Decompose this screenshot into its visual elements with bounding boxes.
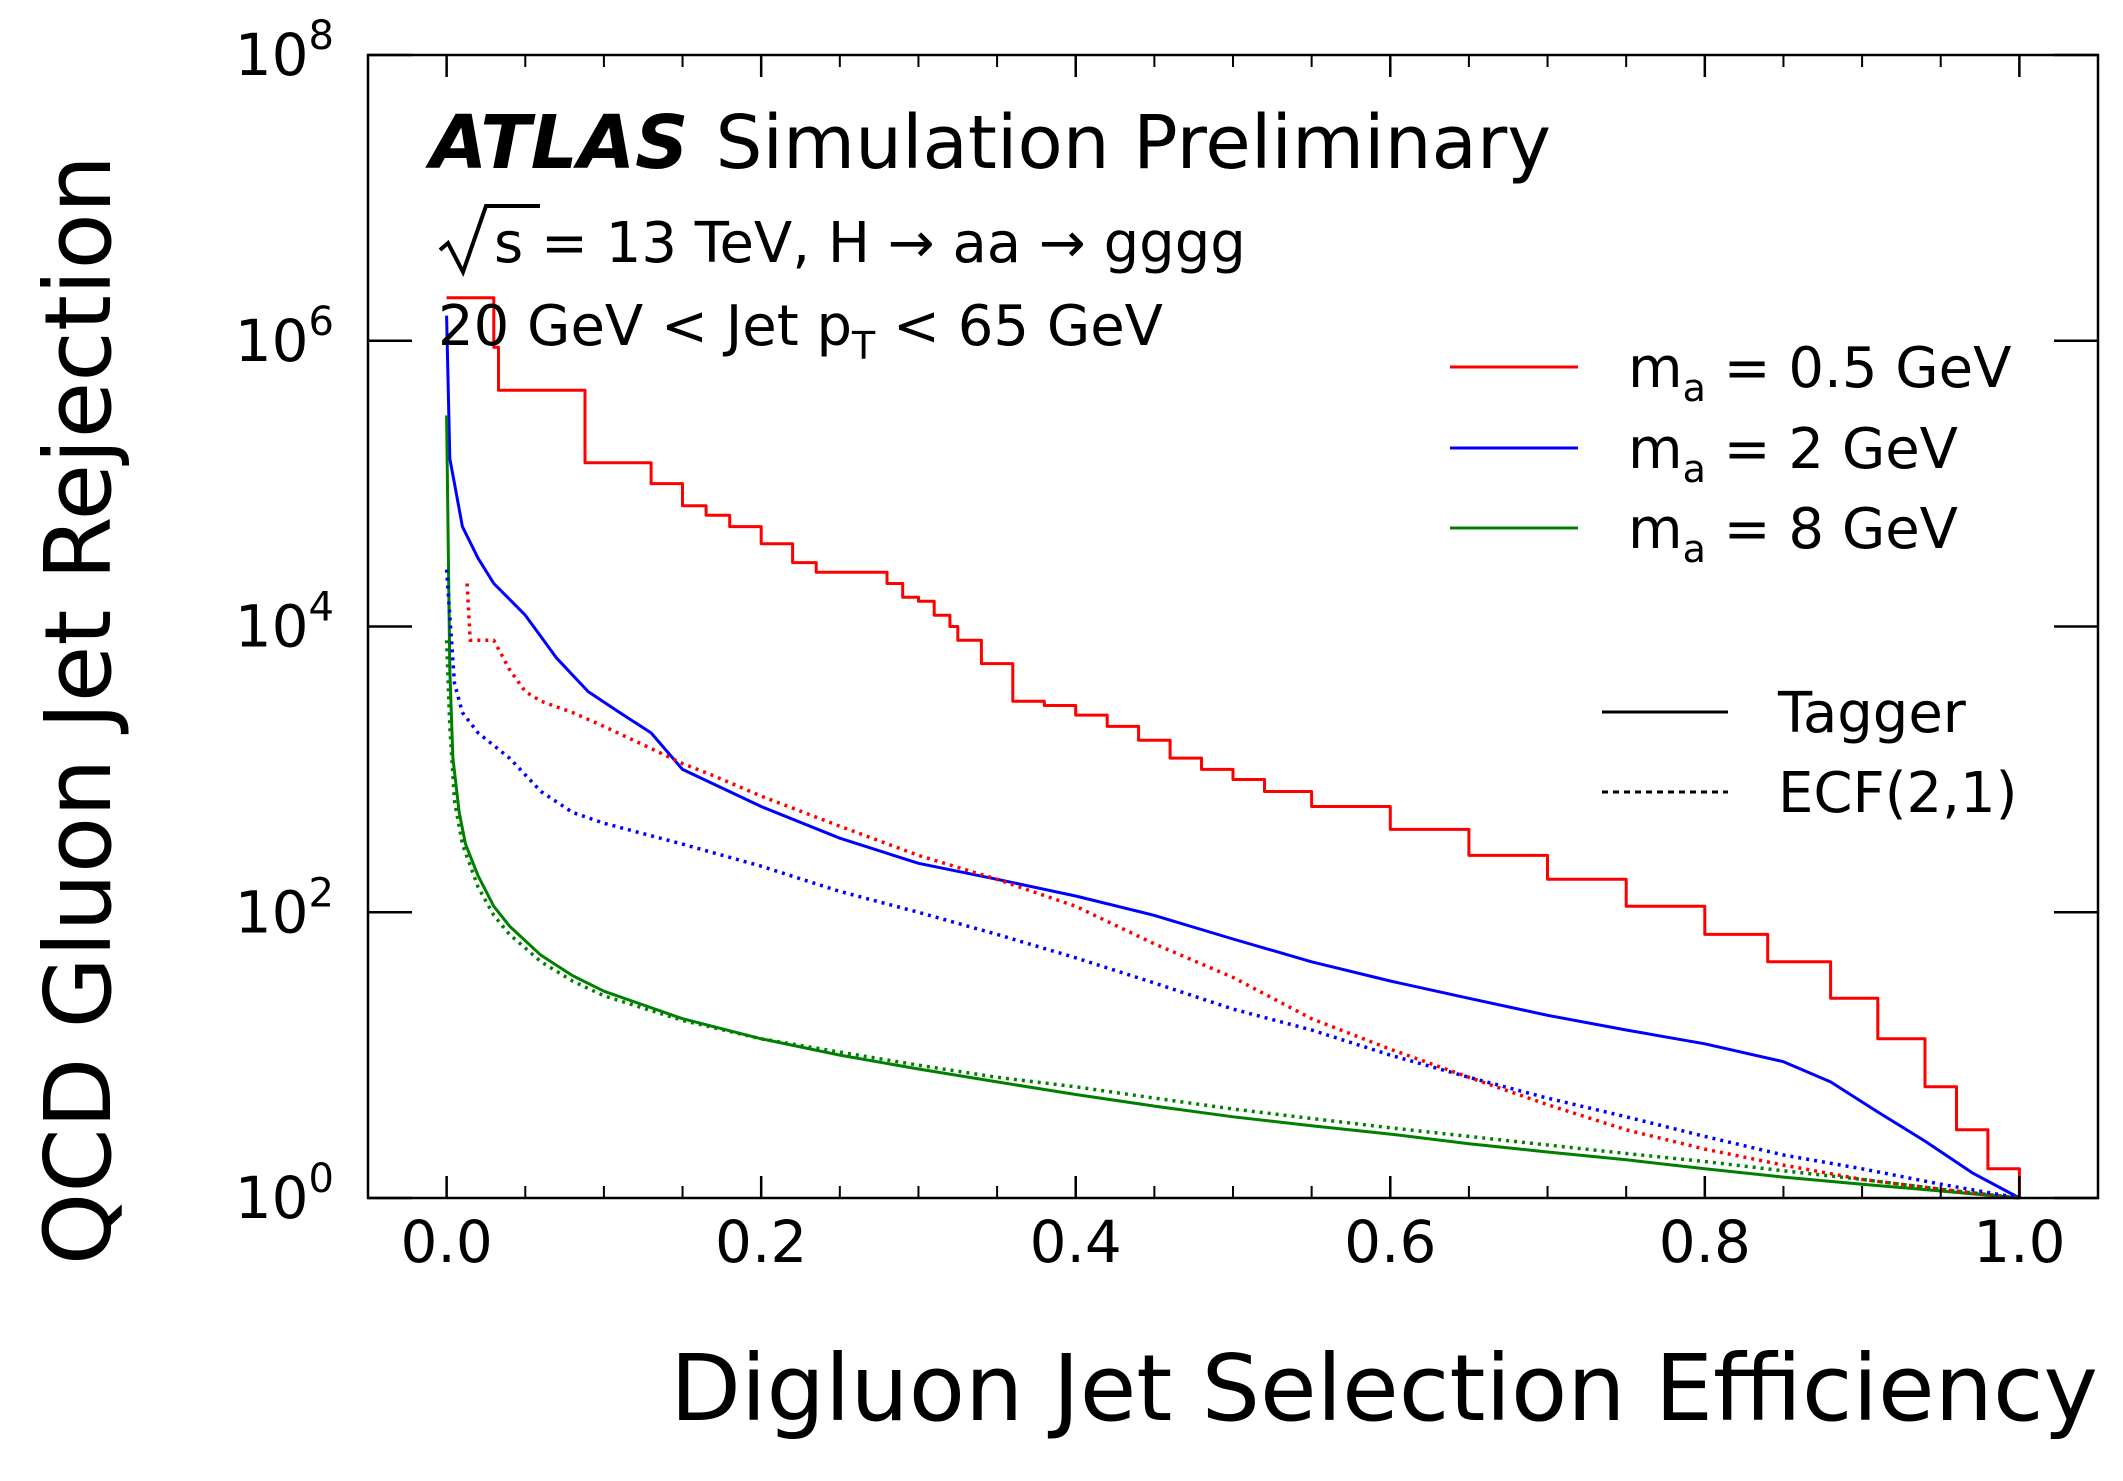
energy-text: = 13 TeV, H → aa → gggg (523, 211, 1246, 276)
y-tick-label: 108 (235, 13, 334, 89)
y-tick-label: 106 (235, 299, 334, 375)
legend-entry-mass: ma = 8 GeV (1628, 497, 1958, 571)
series-line-tagger-05gev (446, 296, 2021, 1198)
y-axis-label: QCD Gluon Jet Rejection (25, 155, 132, 1265)
x-tick-label: 0.2 (715, 1208, 807, 1276)
experiment-name: ATLAS (425, 100, 688, 186)
y-tick-label: 100 (235, 1156, 334, 1232)
series-line-ecf21-05gev (465, 583, 2020, 1200)
y-tick-label: 102 (235, 870, 334, 946)
energy-annotation: s = 13 TeV, H → aa → gggg (438, 204, 1246, 278)
x-tick-label: 0.8 (1659, 1208, 1751, 1276)
series-line-tagger-8gev (445, 415, 2020, 1200)
pt-prefix: 20 GeV < Jet p (438, 294, 852, 359)
x-tick-label: 0.0 (401, 1208, 493, 1276)
y-tick-label: 104 (235, 585, 334, 661)
legend-entry-style: ECF(2,1) (1778, 761, 2017, 826)
plot-frame (366, 53, 2100, 1200)
x-axis-label: Digluon Jet Selection Efficiency (670, 1335, 2098, 1442)
curves (444, 296, 2021, 1200)
x-tick-label: 1.0 (1973, 1208, 2065, 1276)
energy-prefix: s (494, 211, 523, 276)
svg-text:s = 13 TeV, H → aa → gggg: s = 13 TeV, H → aa → gggg (494, 211, 1246, 276)
title-text: Simulation Preliminary (715, 100, 1551, 186)
legend-entry-style: Tagger (1777, 681, 1967, 746)
sqrt-symbol (438, 204, 540, 278)
legend-entry-mass: ma = 2 GeV (1628, 417, 1958, 491)
pt-subscript: T (851, 324, 876, 368)
chart-title: ATLAS Simulation Preliminary (425, 100, 1551, 186)
x-tick-labels: 0.0 0.2 0.4 0.6 0.8 1.0 (401, 1208, 2066, 1276)
x-tick-label: 0.4 (1030, 1208, 1122, 1276)
axis-ticks (367, 53, 2099, 1200)
pt-rest: < 65 GeV (875, 294, 1163, 359)
x-tick-label: 0.6 (1344, 1208, 1436, 1276)
series-line-ecf21-8gev (444, 640, 2020, 1200)
pt-annotation: 20 GeV < Jet pT < 65 GeV (438, 294, 1163, 368)
legend-entry-mass: ma = 0.5 GeV (1628, 336, 2011, 410)
series-line-ecf21-2gev (444, 569, 2020, 1200)
y-tick-labels: 100 102 104 106 108 (235, 13, 334, 1232)
